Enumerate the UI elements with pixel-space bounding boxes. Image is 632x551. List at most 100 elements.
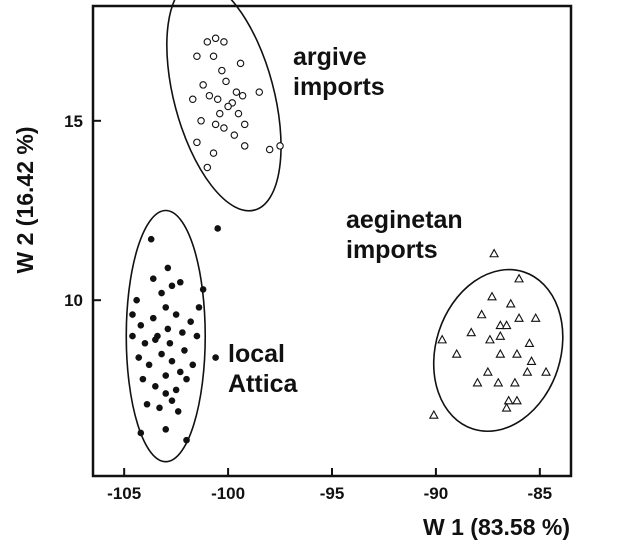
data-point-filled-circle (166, 339, 174, 347)
data-point-open-triangle (489, 248, 500, 258)
data-point-filled-circle (176, 368, 184, 376)
data-point-open-triangle (472, 377, 483, 387)
data-point-open-triangle (466, 327, 477, 337)
data-point-open-circle (213, 95, 222, 104)
data-point-filled-circle (162, 372, 170, 379)
data-point-open-triangle (512, 348, 522, 358)
data-point-open-circle (209, 52, 218, 60)
data-point-open-circle (255, 88, 264, 96)
data-point-filled-circle (187, 318, 194, 326)
data-point-open-circle (211, 34, 220, 43)
x-tick-label: -95 (320, 484, 345, 503)
data-point-filled-circle (152, 383, 159, 390)
data-point-filled-circle (164, 325, 172, 333)
data-point-filled-circle (172, 311, 180, 318)
data-point-filled-circle (137, 429, 145, 437)
x-tick-label: -85 (528, 484, 553, 503)
data-point-open-circle (240, 142, 249, 150)
data-point-open-triangle (501, 402, 512, 412)
data-point-open-triangle (437, 334, 448, 344)
data-point-open-circle (203, 163, 212, 172)
data-point-open-circle (205, 91, 214, 100)
data-point-filled-circle (129, 311, 136, 318)
y-tick-label: 10 (64, 291, 83, 310)
data-point-filled-circle (162, 390, 170, 397)
data-point-filled-circle (141, 339, 149, 347)
data-point-open-triangle (476, 309, 487, 319)
cluster-label: local (228, 340, 285, 368)
data-point-open-triangle (530, 313, 541, 322)
data-point-open-circle (230, 131, 239, 139)
data-point-filled-circle (168, 397, 176, 404)
data-point-open-triangle (526, 356, 537, 365)
data-point-filled-circle (183, 375, 190, 383)
cluster-ellipse (125, 209, 207, 463)
data-point-filled-circle (158, 289, 165, 297)
data-point-filled-circle (135, 354, 143, 361)
data-point-filled-circle (147, 235, 155, 243)
cluster-label: aeginetan (346, 206, 463, 234)
data-point-filled-circle (158, 350, 165, 358)
data-point-open-circle (197, 117, 205, 125)
data-point-open-circle (234, 109, 243, 118)
data-point-open-triangle (451, 348, 462, 358)
data-point-filled-circle (174, 408, 182, 415)
cluster-label: imports (293, 73, 385, 101)
cluster-ellipses (125, 0, 564, 463)
data-point-open-triangle (495, 330, 506, 340)
data-point-open-triangle (522, 366, 533, 376)
data-point-open-circle (236, 59, 245, 68)
axis-ticks: -105 -100 -95 -90 -85 10 15 (64, 112, 552, 503)
data-point-filled-circle (189, 361, 197, 369)
data-point-open-circle (238, 91, 247, 100)
data-point-open-circle (240, 120, 249, 129)
data-point-open-circle (203, 38, 212, 46)
x-tick-label: -105 (107, 484, 141, 503)
data-point-filled-circle (152, 336, 159, 343)
data-point-filled-circle (143, 400, 151, 408)
cluster-ellipse (432, 268, 564, 433)
data-point-open-triangle (505, 298, 516, 308)
data-point-open-triangle (514, 273, 524, 283)
data-point-filled-circle (176, 278, 184, 286)
data-point-open-circle (199, 81, 207, 89)
data-point-open-triangle (512, 395, 522, 405)
y-axis-label: W 2 (16.42 %) (12, 127, 38, 274)
data-point-open-circle (193, 52, 201, 60)
data-point-open-circle (211, 120, 220, 129)
data-point-open-circle (224, 102, 232, 111)
data-point-filled-circle (172, 386, 180, 394)
data-point-open-triangle (485, 334, 495, 344)
data-point-filled-circle (181, 347, 188, 354)
data-point-open-triangle (428, 409, 439, 419)
data-point-open-triangle (482, 366, 493, 376)
data-point-open-triangle (503, 395, 514, 405)
data-point-open-circle (189, 95, 197, 104)
data-point-filled-circle (183, 436, 190, 444)
data-point-filled-circle (179, 329, 186, 336)
data-point-open-circle (218, 66, 226, 75)
data-point-open-triangle (487, 291, 497, 301)
data-point-open-circle (220, 38, 228, 46)
data-point-open-triangle (514, 313, 524, 322)
cluster-ellipse (166, 0, 282, 212)
data-point-open-circle (276, 142, 284, 150)
data-point-filled-circle (164, 264, 172, 272)
data-point-filled-circle (168, 282, 176, 290)
data-point-open-triangle (509, 377, 520, 387)
y-tick-label: 15 (64, 112, 83, 131)
data-point-filled-circle (133, 296, 140, 304)
data-point-filled-circle (193, 332, 201, 340)
data-point-open-triangle (524, 338, 535, 348)
data-point-open-triangle (493, 377, 504, 387)
cluster-label: imports (346, 236, 438, 264)
data-point-open-triangle (501, 320, 512, 330)
data-point-open-triangle (495, 348, 506, 358)
data-point-open-circle (220, 124, 228, 132)
data-point-filled-circle (149, 275, 157, 282)
cluster-label: argive (293, 43, 367, 71)
data-point-filled-circle (137, 322, 145, 329)
x-tick-label: -90 (424, 484, 449, 503)
